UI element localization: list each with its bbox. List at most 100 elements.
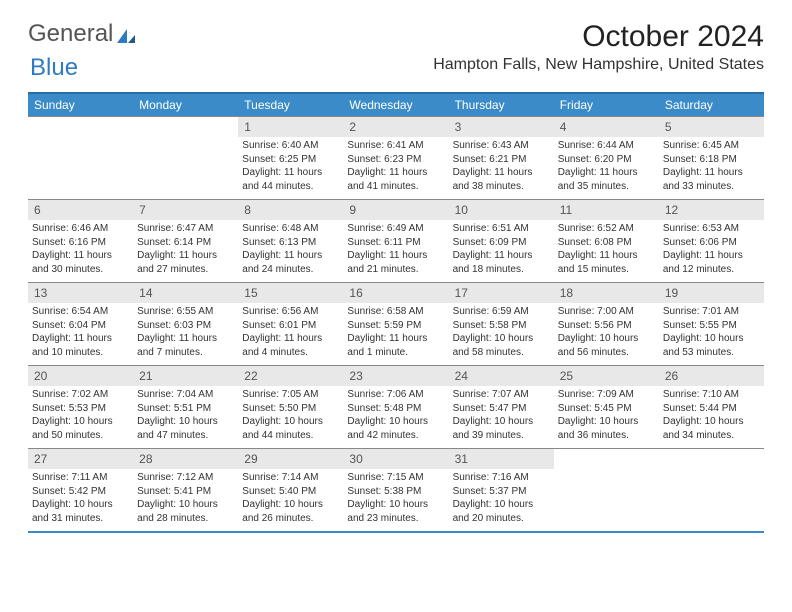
location: Hampton Falls, New Hampshire, United Sta… <box>433 56 764 74</box>
sunrise-text: Sunrise: 6:48 AM <box>242 222 339 236</box>
day-number: 19 <box>659 283 764 303</box>
day-cell: 11Sunrise: 6:52 AMSunset: 6:08 PMDayligh… <box>554 200 659 282</box>
sunrise-text: Sunrise: 7:04 AM <box>137 388 234 402</box>
day-number: 9 <box>343 200 448 220</box>
day-cell: 1Sunrise: 6:40 AMSunset: 6:25 PMDaylight… <box>238 117 343 199</box>
day-cell <box>28 117 133 199</box>
daylight-text: Daylight: 11 hours and 44 minutes. <box>242 166 339 193</box>
sunrise-text: Sunrise: 6:40 AM <box>242 139 339 153</box>
day-body: Sunrise: 6:45 AMSunset: 6:18 PMDaylight:… <box>659 137 764 197</box>
sunset-text: Sunset: 5:37 PM <box>453 485 550 499</box>
day-body: Sunrise: 6:58 AMSunset: 5:59 PMDaylight:… <box>343 303 448 363</box>
weekday-thursday: Thursday <box>449 94 554 116</box>
sunset-text: Sunset: 6:06 PM <box>663 236 760 250</box>
day-body: Sunrise: 7:04 AMSunset: 5:51 PMDaylight:… <box>133 386 238 446</box>
daylight-text: Daylight: 10 hours and 47 minutes. <box>137 415 234 442</box>
day-body: Sunrise: 6:53 AMSunset: 6:06 PMDaylight:… <box>659 220 764 280</box>
sunrise-text: Sunrise: 6:58 AM <box>347 305 444 319</box>
day-body: Sunrise: 6:55 AMSunset: 6:03 PMDaylight:… <box>133 303 238 363</box>
daylight-text: Daylight: 11 hours and 21 minutes. <box>347 249 444 276</box>
daylight-text: Daylight: 11 hours and 33 minutes. <box>663 166 760 193</box>
sunset-text: Sunset: 5:58 PM <box>453 319 550 333</box>
weekday-monday: Monday <box>133 94 238 116</box>
day-number: 12 <box>659 200 764 220</box>
day-number: 1 <box>238 117 343 137</box>
daylight-text: Daylight: 10 hours and 56 minutes. <box>558 332 655 359</box>
sunset-text: Sunset: 6:18 PM <box>663 153 760 167</box>
day-cell: 17Sunrise: 6:59 AMSunset: 5:58 PMDayligh… <box>449 283 554 365</box>
daylight-text: Daylight: 11 hours and 24 minutes. <box>242 249 339 276</box>
sunrise-text: Sunrise: 6:53 AM <box>663 222 760 236</box>
sunset-text: Sunset: 6:16 PM <box>32 236 129 250</box>
day-cell: 6Sunrise: 6:46 AMSunset: 6:16 PMDaylight… <box>28 200 133 282</box>
sunrise-text: Sunrise: 7:10 AM <box>663 388 760 402</box>
day-body: Sunrise: 7:00 AMSunset: 5:56 PMDaylight:… <box>554 303 659 363</box>
weekday-tuesday: Tuesday <box>238 94 343 116</box>
day-cell: 25Sunrise: 7:09 AMSunset: 5:45 PMDayligh… <box>554 366 659 448</box>
day-number: 14 <box>133 283 238 303</box>
day-cell: 23Sunrise: 7:06 AMSunset: 5:48 PMDayligh… <box>343 366 448 448</box>
day-body: Sunrise: 7:10 AMSunset: 5:44 PMDaylight:… <box>659 386 764 446</box>
day-number: 3 <box>449 117 554 137</box>
sunrise-text: Sunrise: 6:44 AM <box>558 139 655 153</box>
sunset-text: Sunset: 5:38 PM <box>347 485 444 499</box>
day-body: Sunrise: 6:40 AMSunset: 6:25 PMDaylight:… <box>238 137 343 197</box>
weekday-saturday: Saturday <box>659 94 764 116</box>
weeks-container: 1Sunrise: 6:40 AMSunset: 6:25 PMDaylight… <box>28 116 764 533</box>
sunset-text: Sunset: 6:11 PM <box>347 236 444 250</box>
day-number: 17 <box>449 283 554 303</box>
daylight-text: Daylight: 11 hours and 4 minutes. <box>242 332 339 359</box>
day-number: 27 <box>28 449 133 469</box>
sunset-text: Sunset: 5:42 PM <box>32 485 129 499</box>
day-body: Sunrise: 6:54 AMSunset: 6:04 PMDaylight:… <box>28 303 133 363</box>
sunrise-text: Sunrise: 7:05 AM <box>242 388 339 402</box>
day-cell <box>659 449 764 531</box>
daylight-text: Daylight: 10 hours and 20 minutes. <box>453 498 550 525</box>
logo: General <box>28 20 137 48</box>
day-cell: 28Sunrise: 7:12 AMSunset: 5:41 PMDayligh… <box>133 449 238 531</box>
daylight-text: Daylight: 10 hours and 23 minutes. <box>347 498 444 525</box>
sunset-text: Sunset: 6:20 PM <box>558 153 655 167</box>
sunrise-text: Sunrise: 7:02 AM <box>32 388 129 402</box>
day-cell: 5Sunrise: 6:45 AMSunset: 6:18 PMDaylight… <box>659 117 764 199</box>
sunset-text: Sunset: 5:51 PM <box>137 402 234 416</box>
day-body: Sunrise: 7:11 AMSunset: 5:42 PMDaylight:… <box>28 469 133 529</box>
day-cell: 9Sunrise: 6:49 AMSunset: 6:11 PMDaylight… <box>343 200 448 282</box>
sunrise-text: Sunrise: 7:12 AM <box>137 471 234 485</box>
sunset-text: Sunset: 6:09 PM <box>453 236 550 250</box>
daylight-text: Daylight: 11 hours and 10 minutes. <box>32 332 129 359</box>
day-cell: 30Sunrise: 7:15 AMSunset: 5:38 PMDayligh… <box>343 449 448 531</box>
weekday-row: SundayMondayTuesdayWednesdayThursdayFrid… <box>28 92 764 116</box>
day-number: 10 <box>449 200 554 220</box>
sunset-text: Sunset: 5:55 PM <box>663 319 760 333</box>
sunrise-text: Sunrise: 6:55 AM <box>137 305 234 319</box>
sunrise-text: Sunrise: 6:51 AM <box>453 222 550 236</box>
sunrise-text: Sunrise: 7:07 AM <box>453 388 550 402</box>
day-body: Sunrise: 6:47 AMSunset: 6:14 PMDaylight:… <box>133 220 238 280</box>
day-number: 29 <box>238 449 343 469</box>
day-body: Sunrise: 7:02 AMSunset: 5:53 PMDaylight:… <box>28 386 133 446</box>
sunset-text: Sunset: 6:25 PM <box>242 153 339 167</box>
day-body: Sunrise: 7:16 AMSunset: 5:37 PMDaylight:… <box>449 469 554 529</box>
day-number: 24 <box>449 366 554 386</box>
day-number: 26 <box>659 366 764 386</box>
day-cell <box>554 449 659 531</box>
month-title: October 2024 <box>433 20 764 54</box>
day-body: Sunrise: 6:48 AMSunset: 6:13 PMDaylight:… <box>238 220 343 280</box>
day-body: Sunrise: 6:56 AMSunset: 6:01 PMDaylight:… <box>238 303 343 363</box>
day-body: Sunrise: 7:07 AMSunset: 5:47 PMDaylight:… <box>449 386 554 446</box>
daylight-text: Daylight: 11 hours and 7 minutes. <box>137 332 234 359</box>
day-cell: 29Sunrise: 7:14 AMSunset: 5:40 PMDayligh… <box>238 449 343 531</box>
day-number: 2 <box>343 117 448 137</box>
day-body: Sunrise: 6:43 AMSunset: 6:21 PMDaylight:… <box>449 137 554 197</box>
logo-sail-icon <box>115 27 137 45</box>
day-number: 23 <box>343 366 448 386</box>
day-number: 18 <box>554 283 659 303</box>
day-cell: 14Sunrise: 6:55 AMSunset: 6:03 PMDayligh… <box>133 283 238 365</box>
day-number: 20 <box>28 366 133 386</box>
day-number: 28 <box>133 449 238 469</box>
sunset-text: Sunset: 6:14 PM <box>137 236 234 250</box>
day-number: 7 <box>133 200 238 220</box>
week-row: 27Sunrise: 7:11 AMSunset: 5:42 PMDayligh… <box>28 448 764 533</box>
day-cell: 18Sunrise: 7:00 AMSunset: 5:56 PMDayligh… <box>554 283 659 365</box>
